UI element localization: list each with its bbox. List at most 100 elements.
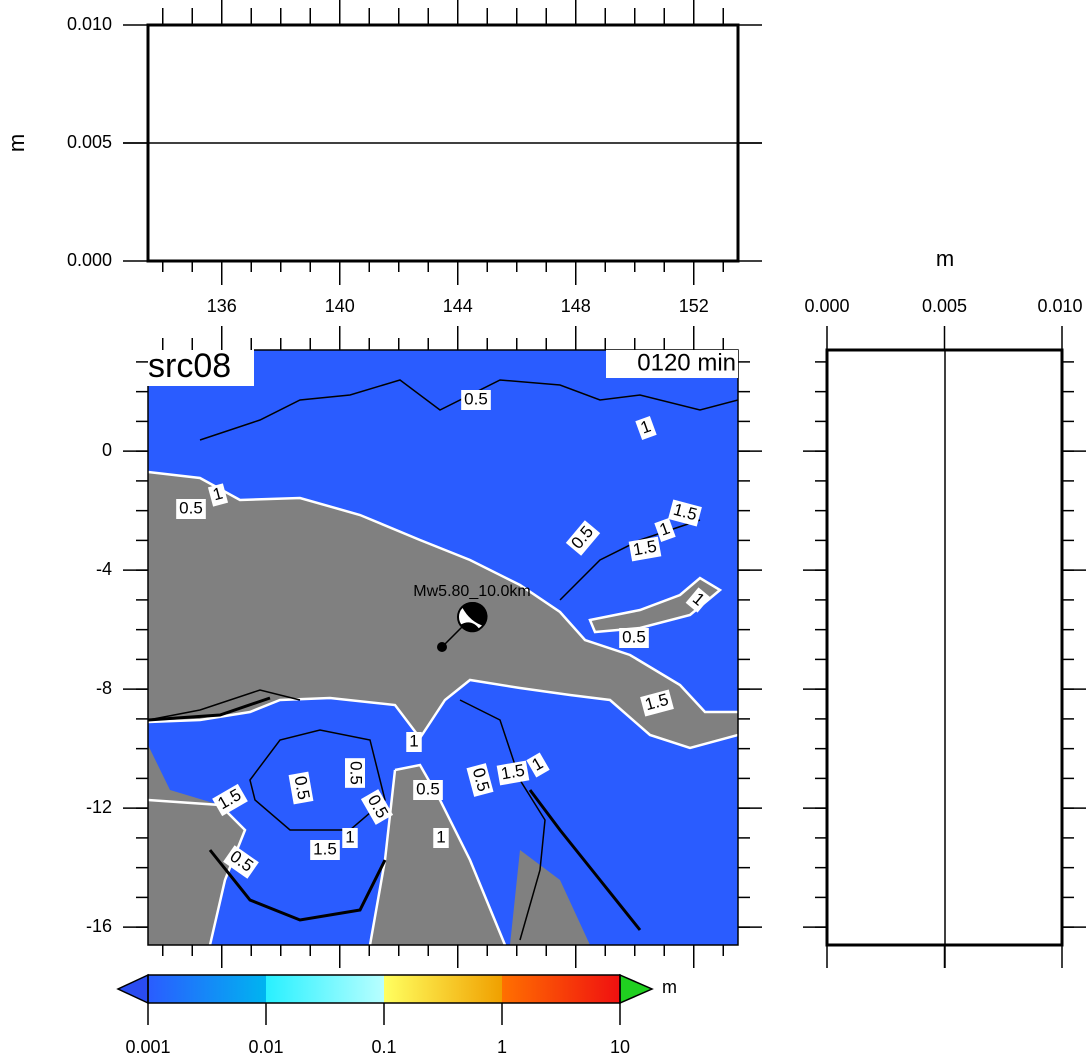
- contour-label: 1: [635, 415, 657, 441]
- contour-label-box: [413, 780, 443, 800]
- contour-label: 0.5: [288, 771, 314, 805]
- contour-label: 0.5: [461, 389, 491, 410]
- contour-label: 1: [207, 483, 229, 507]
- contour-label-text: 1: [409, 731, 418, 750]
- contour-label-box: [433, 828, 449, 848]
- land: [148, 472, 738, 748]
- x-tick-label: 136: [207, 296, 237, 316]
- colorbar-unit: m: [662, 977, 677, 997]
- contour-label-box: [685, 587, 711, 613]
- contour-label-box: [288, 771, 314, 805]
- event-label: Mw5.80_10.0km: [413, 583, 530, 600]
- contour-label-box: [526, 752, 550, 778]
- y-tick-label: 0.010: [67, 14, 112, 34]
- contour-label-text: 1: [436, 827, 445, 846]
- contour-label-box: [212, 783, 248, 817]
- contour-label: 0.5: [223, 845, 259, 879]
- x-tick-label: 0.010: [1037, 296, 1082, 316]
- contour-label-text: 0.5: [416, 779, 440, 798]
- contour-label-text: 0.5: [622, 627, 646, 646]
- contour-label: 1.5: [640, 689, 674, 717]
- contour-label-box: [461, 390, 491, 410]
- contour-label-text: 0.5: [347, 761, 366, 785]
- colorbar-segment: [502, 975, 620, 1003]
- colorbar-segment: [384, 975, 502, 1003]
- contour-label: 0.5: [619, 627, 649, 648]
- contour-label-box: [176, 499, 206, 519]
- contour-label: 1: [406, 731, 422, 752]
- contour-label-text: 1.5: [500, 761, 527, 784]
- x-tick-label: 144: [443, 296, 473, 316]
- contour-label: 1: [526, 752, 550, 778]
- contour-line: [148, 696, 642, 931]
- y-tick-label: 0.005: [67, 132, 112, 152]
- contour-label: 1: [433, 827, 449, 848]
- contour-label-box: [635, 415, 657, 441]
- colorbar-tick-label: 0.1: [371, 1037, 396, 1057]
- time-box: [606, 350, 738, 378]
- time-label: 0120 min: [637, 349, 736, 376]
- colorbar-segment: [148, 975, 266, 1003]
- contour-label-box: [619, 628, 649, 648]
- contour-label: 0.5: [466, 763, 494, 797]
- contour-label-box: [310, 840, 340, 860]
- land: [510, 850, 590, 945]
- x-tick-label: 148: [561, 296, 591, 316]
- colorbar-tick-label: 0.01: [248, 1037, 283, 1057]
- contour-label: 1.5: [668, 499, 702, 527]
- contour-label: 1: [654, 517, 676, 543]
- y-tick-label: -8: [96, 678, 112, 698]
- contour-label-box: [406, 732, 422, 752]
- map-title: src08: [148, 347, 231, 385]
- contour-label-box: [640, 689, 674, 717]
- x-tick-label: 152: [679, 296, 709, 316]
- colorbar-tick-label: 10: [610, 1037, 630, 1057]
- contour-label-box: [223, 845, 259, 879]
- colorbar-tick-label: 0.001: [125, 1037, 170, 1057]
- y-tick-label: -16: [86, 916, 112, 936]
- colorbar-under: [116, 973, 149, 1005]
- contour-label: 1.5: [496, 760, 530, 786]
- y-tick-label: 0: [102, 440, 112, 460]
- contour-label-text: 1.5: [313, 839, 337, 858]
- colorbar-tick-label: 1: [497, 1037, 507, 1057]
- contour-label-text: 0.5: [291, 775, 314, 802]
- contour-label: 0.5: [345, 758, 366, 788]
- contour-label-box: [496, 760, 530, 786]
- contour-label: 1.5: [310, 839, 340, 860]
- x-tick-label: 0.000: [804, 296, 849, 316]
- land: [370, 765, 505, 945]
- contour-label-box: [628, 536, 662, 562]
- contour-label: 1: [685, 587, 711, 613]
- contour-label: 1.5: [628, 536, 662, 562]
- contour-label-box: [565, 520, 601, 556]
- y-tick-label: -12: [86, 797, 112, 817]
- contour-label-text: 0.5: [179, 498, 203, 517]
- y-axis-label: m: [4, 134, 29, 152]
- focal-mechanism: [460, 601, 488, 633]
- x-tick-label: 0.005: [922, 296, 967, 316]
- contour-label-box: [342, 828, 358, 848]
- contour-label-box: [360, 789, 394, 825]
- contour-label-text: 1: [345, 827, 354, 846]
- y-tick-label: 0.000: [67, 250, 112, 270]
- contour-label: 0.5: [176, 498, 206, 519]
- colorbar-segment: [266, 975, 384, 1003]
- contour-label-box: [654, 517, 676, 543]
- contour-label-box: [668, 499, 702, 527]
- contour-label-box: [466, 763, 494, 797]
- contour-label-box: [345, 758, 365, 788]
- map-frame: [147, 349, 739, 946]
- title-box: [144, 348, 254, 386]
- epicenter: [437, 642, 447, 652]
- x-axis-label: m: [936, 246, 954, 271]
- x-tick-label: 140: [325, 296, 355, 316]
- contour-label: 0.5: [413, 779, 443, 800]
- contour-label: 1: [342, 827, 358, 848]
- contour-label-box: [207, 483, 229, 507]
- colorbar-over: [619, 973, 654, 1005]
- contour-label-text: 0.5: [464, 389, 488, 408]
- y-tick-label: -4: [96, 559, 112, 579]
- contour-label-text: 1.5: [632, 537, 659, 560]
